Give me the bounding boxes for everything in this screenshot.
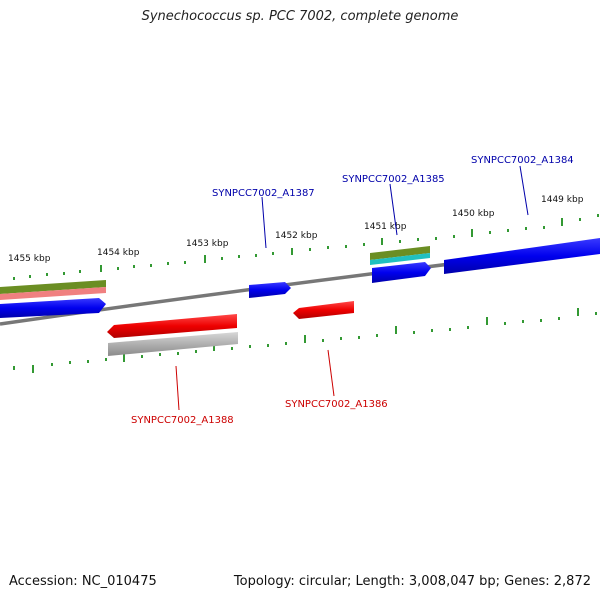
map-title: Synechococcus sp. PCC 7002, complete gen… <box>141 9 459 24</box>
left-green-feature[interactable] <box>0 280 106 294</box>
left-forward-gene[interactable] <box>0 298 106 318</box>
left-pink-feature[interactable] <box>0 287 106 300</box>
leader-A1386 <box>327 349 335 397</box>
gene-label-A1386[interactable]: SYNPCC7002_A1386 <box>285 399 388 410</box>
gene-label-A1388[interactable]: SYNPCC7002_A1388 <box>131 415 234 426</box>
lower-tick-track <box>13 308 597 373</box>
scale-label-1453: 1453 kbp <box>186 239 229 249</box>
gene-A1384-arrow[interactable] <box>444 238 600 274</box>
gene-A1386-arrow[interactable] <box>293 301 354 319</box>
leader-A1385 <box>389 183 398 236</box>
gene-A1385-cyan-feature[interactable] <box>370 253 430 265</box>
upper-tick-track <box>13 214 599 280</box>
leader-A1384 <box>519 165 529 216</box>
leader-A1387 <box>261 196 267 249</box>
gene-A1388-grey-feature[interactable] <box>108 332 238 356</box>
gene-A1385-green-feature[interactable] <box>370 246 430 260</box>
accession-text: Accession: NC_010475 <box>9 574 157 589</box>
genome-summary-text: Topology: circular; Length: 3,008,047 bp… <box>233 574 591 589</box>
scale-label-1449: 1449 kbp <box>541 195 584 205</box>
gene-A1387-arrow[interactable] <box>249 282 291 298</box>
gene-label-A1384[interactable]: SYNPCC7002_A1384 <box>471 155 574 166</box>
scale-label-1451: 1451 kbp <box>364 222 407 232</box>
scale-label-1454: 1454 kbp <box>97 248 140 258</box>
leader-A1388 <box>175 365 180 411</box>
scale-label-1452: 1452 kbp <box>275 231 318 241</box>
scale-label-1455: 1455 kbp <box>8 254 51 264</box>
gene-A1385-arrow[interactable] <box>372 262 431 283</box>
gene-A1388-arrow[interactable] <box>107 314 237 338</box>
gene-label-A1387[interactable]: SYNPCC7002_A1387 <box>212 188 315 199</box>
gene-label-A1385[interactable]: SYNPCC7002_A1385 <box>342 174 445 185</box>
scale-label-1450: 1450 kbp <box>452 209 495 219</box>
